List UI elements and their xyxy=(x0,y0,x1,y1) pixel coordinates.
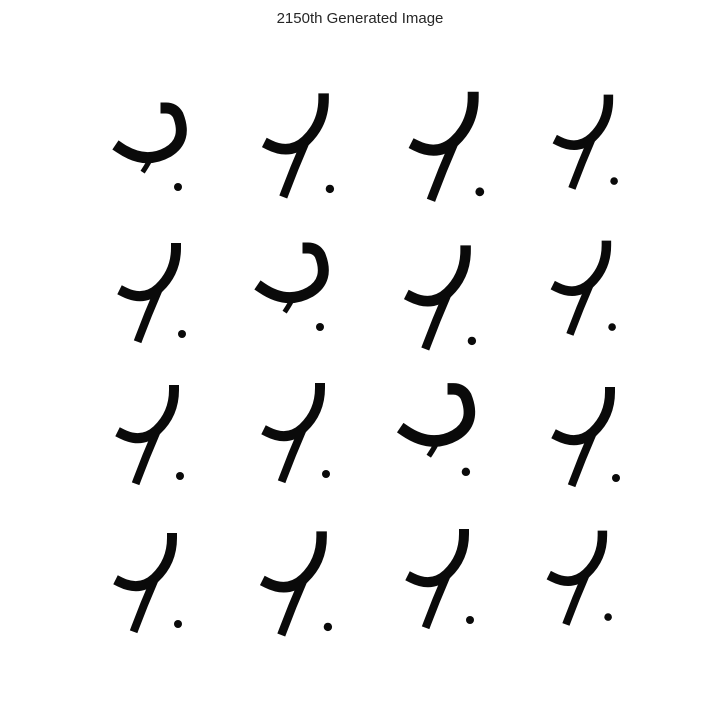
figure-title: 2150th Generated Image xyxy=(276,10,444,27)
generated-image-grid xyxy=(98,88,652,642)
glyph-stroke xyxy=(396,383,476,447)
stroke-dot xyxy=(325,184,335,194)
glyph-stroke xyxy=(546,530,608,586)
generated-image-tile xyxy=(530,520,652,642)
glyph-stroke xyxy=(261,93,329,155)
generated-image-tile xyxy=(242,88,364,210)
generated-image-tile xyxy=(530,88,652,210)
stroke-dot xyxy=(604,613,612,621)
glyph-stroke xyxy=(261,382,326,442)
stroke-dot xyxy=(467,336,477,346)
glyph-stroke xyxy=(566,281,595,336)
stroke-dot xyxy=(174,183,182,191)
stroke-dot xyxy=(461,467,471,477)
generated-digit-image xyxy=(112,102,187,191)
generated-digit-image xyxy=(405,528,474,630)
stroke-dot xyxy=(323,622,333,632)
generated-image-tile xyxy=(386,376,508,498)
generated-digit-image xyxy=(261,382,330,484)
glyph-stroke xyxy=(568,135,597,190)
generated-image-tile xyxy=(386,520,508,642)
generated-image-tile xyxy=(98,520,220,642)
generated-image-tile xyxy=(530,232,652,354)
glyph-stroke xyxy=(113,532,178,592)
glyph-stroke xyxy=(426,138,460,202)
generated-image-tile xyxy=(530,376,652,498)
glyph-stroke xyxy=(133,285,164,344)
generated-image-tile xyxy=(242,232,364,354)
generated-image-tile xyxy=(386,88,508,210)
generated-digit-image xyxy=(408,91,485,202)
stroke-dot xyxy=(610,177,618,185)
generated-image-tile xyxy=(386,232,508,354)
glyph-stroke xyxy=(277,576,309,637)
generated-image-tile xyxy=(242,376,364,498)
glyph-stroke xyxy=(279,138,311,199)
stroke-dot xyxy=(316,323,324,331)
glyph-stroke xyxy=(421,290,453,351)
generated-digit-image xyxy=(551,386,620,488)
glyph-stroke xyxy=(254,242,329,304)
glyph-stroke xyxy=(129,575,160,634)
generated-digit-image xyxy=(254,242,329,331)
glyph-stroke xyxy=(115,384,180,444)
stroke-dot xyxy=(612,474,620,482)
generated-digit-image xyxy=(550,240,616,336)
generated-digit-image xyxy=(113,532,182,634)
stroke-dot xyxy=(475,187,485,197)
glyph-stroke xyxy=(426,435,443,458)
generated-digit-image xyxy=(261,93,335,199)
stroke-dot xyxy=(466,616,474,624)
glyph-stroke xyxy=(421,571,452,630)
generated-image-tile xyxy=(98,88,220,210)
stroke-dot xyxy=(322,470,330,478)
glyph-stroke xyxy=(259,531,327,593)
stroke-dot xyxy=(174,620,182,628)
glyph-stroke xyxy=(552,94,614,150)
glyph-stroke xyxy=(282,292,298,314)
glyph-stroke xyxy=(112,102,187,164)
generated-digit-image xyxy=(117,242,186,344)
glyph-stroke xyxy=(567,429,598,488)
glyph-stroke xyxy=(117,242,182,302)
glyph-stroke xyxy=(551,386,616,446)
generated-digit-image xyxy=(552,94,618,190)
glyph-stroke xyxy=(140,152,156,174)
stroke-dot xyxy=(608,323,616,331)
glyph-stroke xyxy=(408,91,479,156)
glyph-stroke xyxy=(131,427,162,486)
generated-digit-image xyxy=(403,245,477,351)
generated-digit-image xyxy=(546,530,612,626)
generated-image-tile xyxy=(98,232,220,354)
stroke-dot xyxy=(176,472,184,480)
generated-digit-image xyxy=(259,531,333,637)
glyph-stroke xyxy=(277,425,308,484)
glyph-stroke xyxy=(550,240,612,296)
generated-image-tile xyxy=(98,376,220,498)
generated-digit-image xyxy=(396,383,476,477)
glyph-stroke xyxy=(405,528,470,588)
generated-digit-image xyxy=(115,384,184,486)
generated-image-tile xyxy=(242,520,364,642)
glyph-stroke xyxy=(562,571,591,626)
glyph-stroke xyxy=(403,245,471,307)
stroke-dot xyxy=(178,330,186,338)
